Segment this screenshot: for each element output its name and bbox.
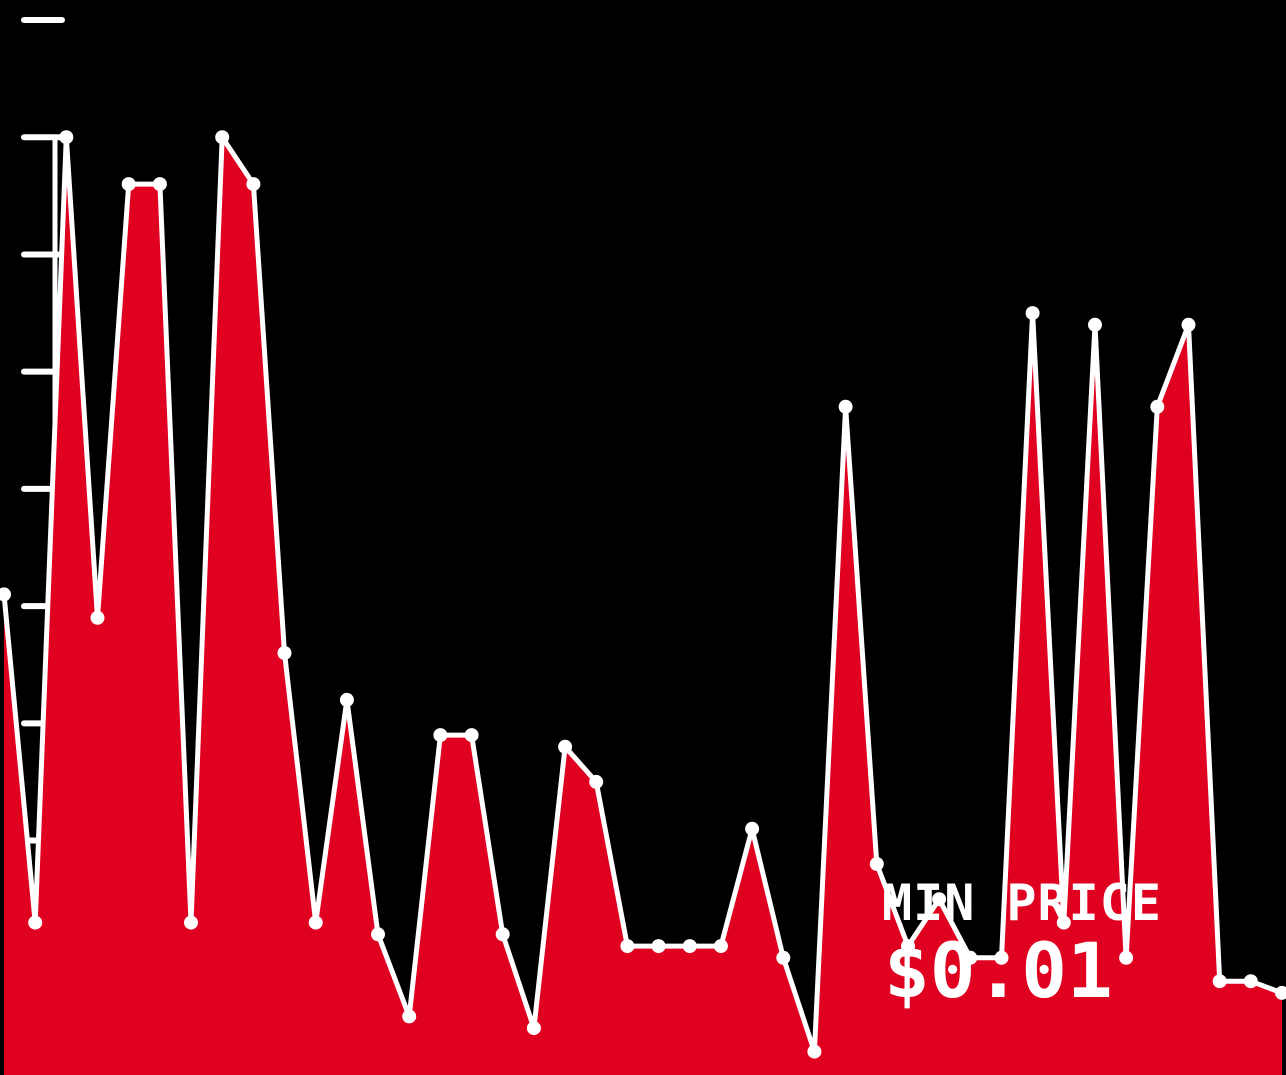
data-point (371, 927, 385, 942)
data-point (246, 177, 261, 192)
min-price-caption: MIN PRICE $0.01 (882, 875, 1162, 1011)
data-point (339, 692, 354, 707)
data-point (277, 646, 292, 660)
data-point (1119, 950, 1134, 965)
data-point (526, 1021, 541, 1036)
data-point (745, 821, 760, 836)
data-point (1181, 317, 1196, 332)
min-price-value: $0.01 (884, 926, 1113, 1015)
data-point (963, 950, 978, 965)
data-point (1243, 974, 1258, 989)
data-point (308, 915, 323, 930)
data-point (682, 939, 697, 954)
data-point (776, 950, 791, 965)
data-point (838, 399, 853, 414)
data-point (464, 728, 479, 743)
data-point (589, 774, 604, 789)
data-point (495, 927, 510, 942)
plot-area (0, 130, 1286, 1075)
data-point (558, 739, 573, 754)
data-point (215, 130, 230, 145)
data-point (184, 915, 198, 930)
data-point (713, 939, 728, 954)
data-point (402, 1009, 417, 1024)
data-point (59, 130, 74, 145)
data-point (651, 939, 666, 954)
data-point (620, 939, 635, 954)
data-point (932, 892, 947, 907)
data-point (433, 728, 448, 743)
data-point (1088, 317, 1102, 332)
data-point (1275, 985, 1286, 1000)
data-point (1212, 974, 1227, 989)
data-point (28, 915, 43, 930)
data-point (994, 950, 1009, 965)
data-point (1150, 399, 1165, 414)
data-point (1056, 915, 1071, 930)
data-point (152, 177, 167, 192)
data-point (0, 587, 11, 602)
data-point (1025, 306, 1040, 321)
data-point (807, 1044, 822, 1059)
data-point (869, 857, 884, 871)
min-price-label: MIN PRICE (882, 874, 1162, 932)
series-area (4, 137, 1282, 1075)
data-point (90, 610, 105, 625)
data-point (121, 177, 136, 192)
series-line (1, 134, 1283, 1055)
data-point (901, 939, 915, 954)
